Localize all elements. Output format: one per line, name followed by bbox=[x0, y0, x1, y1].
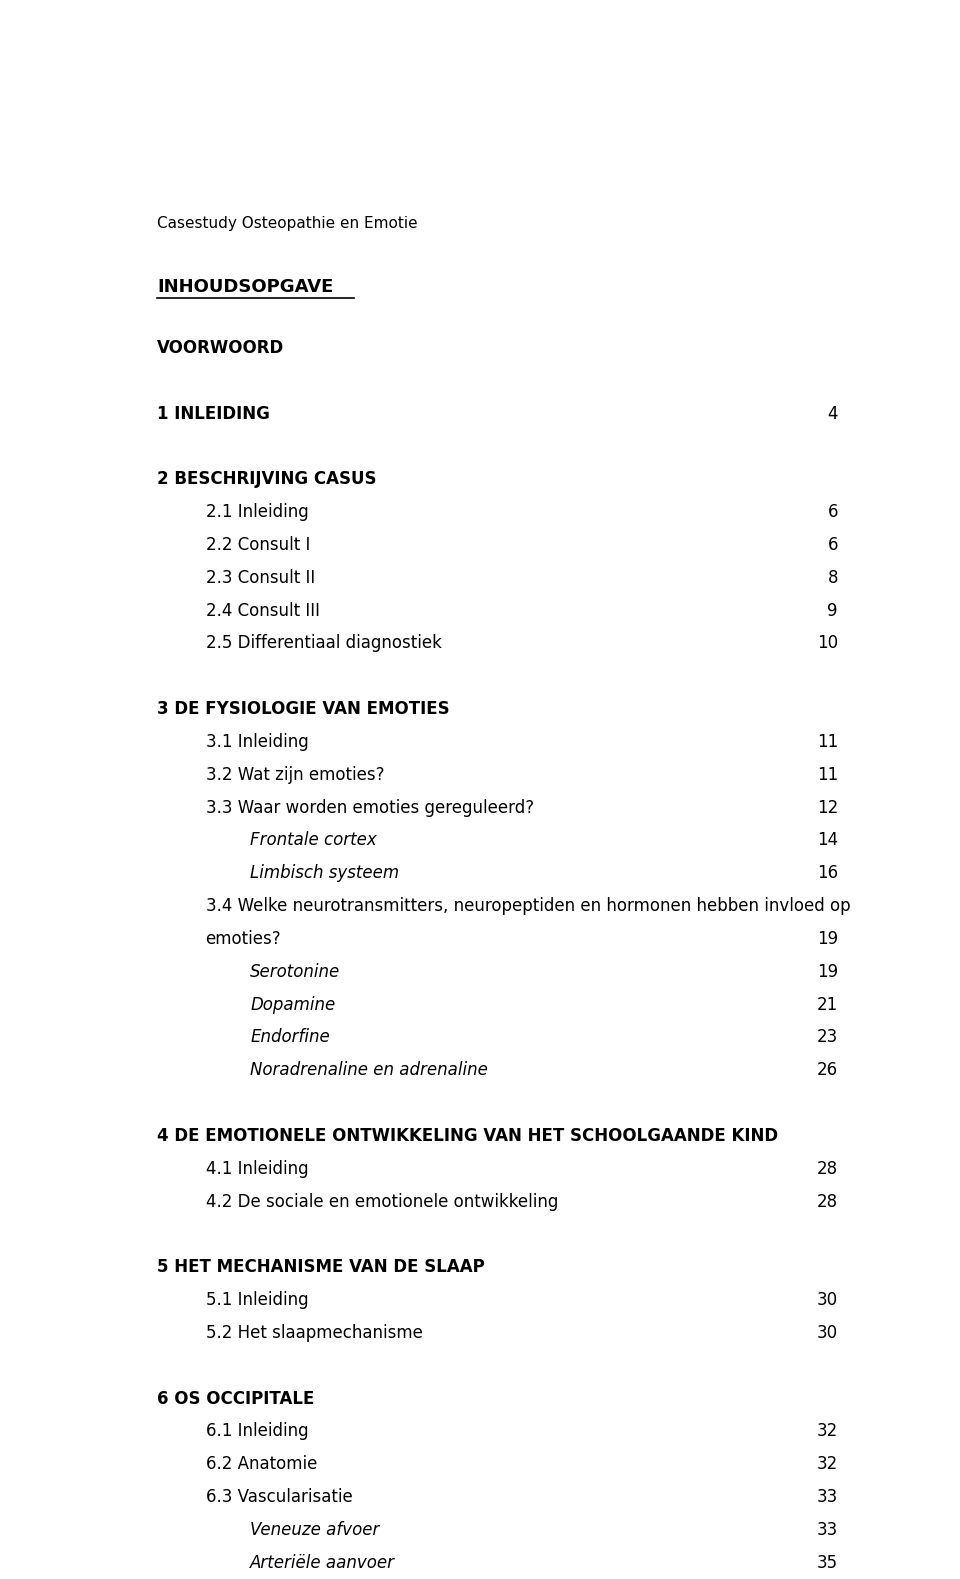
Text: 19: 19 bbox=[817, 963, 838, 981]
Text: 1 INLEIDING: 1 INLEIDING bbox=[157, 404, 270, 423]
Text: 12: 12 bbox=[817, 799, 838, 816]
Text: 10: 10 bbox=[817, 635, 838, 652]
Text: 3.2 Wat zijn emoties?: 3.2 Wat zijn emoties? bbox=[205, 766, 384, 783]
Text: 2.2 Consult I: 2.2 Consult I bbox=[205, 535, 310, 554]
Text: 32: 32 bbox=[817, 1423, 838, 1440]
Text: 21: 21 bbox=[817, 996, 838, 1014]
Text: 9: 9 bbox=[828, 602, 838, 619]
Text: 35: 35 bbox=[817, 1554, 838, 1571]
Text: Veneuze afvoer: Veneuze afvoer bbox=[251, 1521, 379, 1540]
Text: 26: 26 bbox=[817, 1061, 838, 1078]
Text: 11: 11 bbox=[817, 733, 838, 752]
Text: 5.1 Inleiding: 5.1 Inleiding bbox=[205, 1292, 308, 1309]
Text: 3.1 Inleiding: 3.1 Inleiding bbox=[205, 733, 308, 752]
Text: 33: 33 bbox=[817, 1487, 838, 1506]
Text: 2 BESCHRIJVING CASUS: 2 BESCHRIJVING CASUS bbox=[157, 471, 376, 488]
Text: 6: 6 bbox=[828, 535, 838, 554]
Text: 6.1 Inleiding: 6.1 Inleiding bbox=[205, 1423, 308, 1440]
Text: 4: 4 bbox=[828, 404, 838, 423]
Text: 33: 33 bbox=[817, 1521, 838, 1540]
Text: 32: 32 bbox=[817, 1456, 838, 1473]
Text: 5 HET MECHANISME VAN DE SLAAP: 5 HET MECHANISME VAN DE SLAAP bbox=[157, 1258, 485, 1276]
Text: 3.3 Waar worden emoties gereguleerd?: 3.3 Waar worden emoties gereguleerd? bbox=[205, 799, 534, 816]
Text: 23: 23 bbox=[817, 1028, 838, 1047]
Text: Noradrenaline en adrenaline: Noradrenaline en adrenaline bbox=[251, 1061, 488, 1078]
Text: 2.4 Consult III: 2.4 Consult III bbox=[205, 602, 320, 619]
Text: emoties?: emoties? bbox=[205, 930, 281, 947]
Text: 28: 28 bbox=[817, 1192, 838, 1211]
Text: 6 OS OCCIPITALE: 6 OS OCCIPITALE bbox=[157, 1390, 315, 1407]
Text: 4.2 De sociale en emotionele ontwikkeling: 4.2 De sociale en emotionele ontwikkelin… bbox=[205, 1192, 558, 1211]
Text: Serotonine: Serotonine bbox=[251, 963, 341, 981]
Text: Limbisch systeem: Limbisch systeem bbox=[251, 864, 399, 883]
Text: Frontale cortex: Frontale cortex bbox=[251, 832, 377, 850]
Text: 4.1 Inleiding: 4.1 Inleiding bbox=[205, 1159, 308, 1178]
Text: Casestudy Osteopathie en Emotie: Casestudy Osteopathie en Emotie bbox=[157, 216, 418, 231]
Text: 8: 8 bbox=[828, 568, 838, 587]
Text: 19: 19 bbox=[817, 930, 838, 947]
Text: 30: 30 bbox=[817, 1323, 838, 1342]
Text: 16: 16 bbox=[817, 864, 838, 883]
Text: 2.3 Consult II: 2.3 Consult II bbox=[205, 568, 315, 587]
Text: INHOUDSOPGAVE: INHOUDSOPGAVE bbox=[157, 278, 333, 297]
Text: 28: 28 bbox=[817, 1159, 838, 1178]
Text: Arteriële aanvoer: Arteriële aanvoer bbox=[251, 1554, 396, 1571]
Text: 3 DE FYSIOLOGIE VAN EMOTIES: 3 DE FYSIOLOGIE VAN EMOTIES bbox=[157, 699, 450, 718]
Text: 4 DE EMOTIONELE ONTWIKKELING VAN HET SCHOOLGAANDE KIND: 4 DE EMOTIONELE ONTWIKKELING VAN HET SCH… bbox=[157, 1127, 779, 1145]
Text: 5.2 Het slaapmechanisme: 5.2 Het slaapmechanisme bbox=[205, 1323, 422, 1342]
Text: 2.5 Differentiaal diagnostiek: 2.5 Differentiaal diagnostiek bbox=[205, 635, 442, 652]
Text: 3.4 Welke neurotransmitters, neuropeptiden en hormonen hebben invloed op: 3.4 Welke neurotransmitters, neuropeptid… bbox=[205, 897, 851, 916]
Text: 30: 30 bbox=[817, 1292, 838, 1309]
Text: 14: 14 bbox=[817, 832, 838, 850]
Text: 6.3 Vascularisatie: 6.3 Vascularisatie bbox=[205, 1487, 352, 1506]
Text: 2.1 Inleiding: 2.1 Inleiding bbox=[205, 504, 308, 521]
Text: Endorfine: Endorfine bbox=[251, 1028, 330, 1047]
Text: 6.2 Anatomie: 6.2 Anatomie bbox=[205, 1456, 317, 1473]
Text: 6: 6 bbox=[828, 504, 838, 521]
Text: 11: 11 bbox=[817, 766, 838, 783]
Text: VOORWOORD: VOORWOORD bbox=[157, 339, 284, 357]
Text: Dopamine: Dopamine bbox=[251, 996, 335, 1014]
